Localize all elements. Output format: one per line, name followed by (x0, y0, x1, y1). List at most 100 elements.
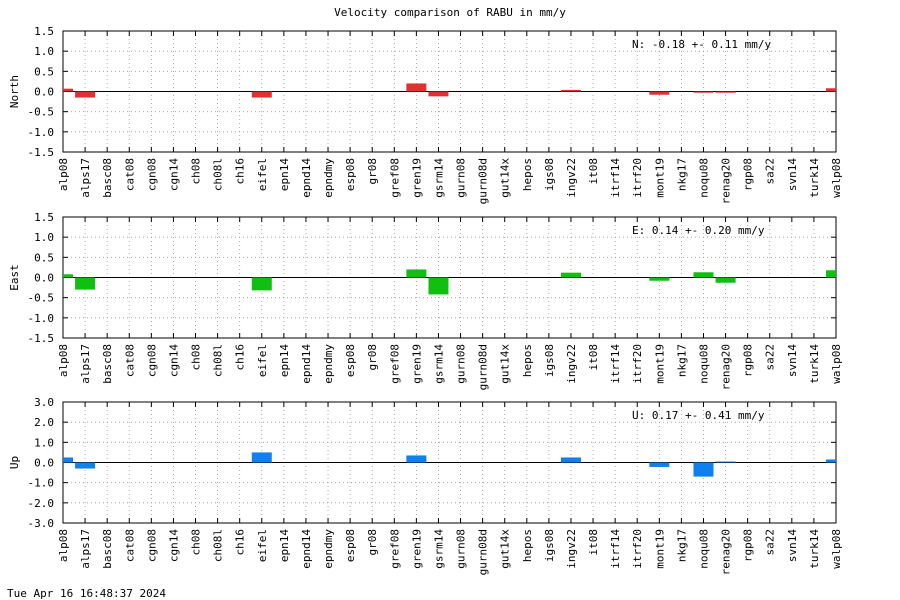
x-tick-label: ch16 (234, 529, 247, 556)
bar-noqu08 (693, 91, 714, 93)
x-tick-label: ingv22 (565, 529, 578, 569)
x-tick-label: gren19 (410, 344, 423, 384)
x-tick-label: alps17 (79, 529, 92, 569)
x-tick-label: ch08l (212, 158, 225, 191)
y-axis-label: East (8, 264, 21, 291)
x-tick-label: walp08 (830, 158, 843, 198)
bar-alp08 (63, 88, 73, 92)
x-tick-label: basc08 (101, 344, 114, 384)
x-tick-label: nkg17 (675, 158, 688, 191)
y-tick-label: -3.0 (28, 517, 55, 530)
x-tick-label: ch16 (234, 344, 247, 371)
x-tick-label: gurn08 (455, 529, 468, 569)
y-tick-label: -1.5 (28, 146, 55, 159)
y-axis-label: Up (8, 456, 21, 469)
x-tick-label: gut14x (499, 158, 512, 198)
chart-title: Velocity comparison of RABU in mm/y (334, 6, 566, 19)
stats-annotation: U: 0.17 +- 0.41 mm/y (632, 409, 765, 422)
bar-walp08 (826, 88, 836, 92)
x-tick-label: nkg17 (675, 529, 688, 562)
y-tick-label: 1.5 (34, 25, 54, 38)
x-tick-label: itrf20 (631, 158, 644, 198)
x-tick-label: itrf20 (631, 344, 644, 384)
x-tick-label: renag20 (720, 529, 733, 575)
x-tick-label: eifel (256, 158, 269, 191)
x-tick-label: it08 (587, 158, 600, 185)
x-tick-label: rgp08 (742, 158, 755, 191)
x-tick-label: gref08 (388, 529, 401, 569)
x-tick-label: svn14 (786, 158, 799, 191)
x-tick-label: mont19 (653, 344, 666, 384)
x-tick-label: mont19 (653, 529, 666, 569)
x-tick-label: alp08 (57, 529, 70, 562)
y-tick-label: 1.0 (34, 45, 54, 58)
bar-ingv22 (560, 457, 581, 463)
timestamp: Tue Apr 16 16:48:37 2024 (7, 587, 166, 600)
bar-alp08 (63, 457, 73, 463)
x-tick-label: gren19 (410, 529, 423, 569)
y-tick-label: -0.5 (28, 292, 55, 305)
y-tick-label: -2.0 (28, 497, 55, 510)
x-tick-label: rgp08 (742, 529, 755, 562)
x-tick-label: epndmy (322, 529, 335, 569)
x-tick-label: gren19 (410, 158, 423, 198)
x-tick-label: gsrm14 (432, 529, 445, 569)
bar-renag20 (715, 91, 736, 93)
x-tick-label: cgn08 (145, 529, 158, 562)
x-tick-label: cgn08 (145, 344, 158, 377)
x-tick-label: alps17 (79, 344, 92, 384)
bar-gren19 (406, 455, 427, 463)
x-tick-label: epn14 (278, 158, 291, 191)
x-tick-label: ch08 (190, 529, 203, 556)
bar-gren19 (406, 83, 427, 92)
x-tick-label: esp08 (344, 158, 357, 191)
stats-annotation: N: -0.18 +- 0.11 mm/y (632, 38, 771, 51)
x-tick-label: ingv22 (565, 344, 578, 384)
x-tick-label: epnd14 (300, 529, 313, 569)
bar-gren19 (406, 269, 427, 278)
y-tick-label: -1.0 (28, 312, 55, 325)
x-tick-label: esp08 (344, 529, 357, 562)
y-tick-label: 1.0 (34, 436, 54, 449)
x-tick-label: cgn08 (145, 158, 158, 191)
x-tick-label: gr08 (366, 158, 379, 185)
x-tick-label: walp08 (830, 529, 843, 569)
bar-gsrm14 (428, 91, 449, 97)
bar-alp08 (63, 274, 73, 278)
x-tick-label: hepos (521, 344, 534, 377)
bar-alps17 (75, 277, 96, 290)
bar-renag20 (715, 277, 736, 283)
y-tick-label: 0.0 (34, 457, 54, 470)
x-tick-label: cgn14 (167, 529, 180, 562)
x-tick-label: ch08l (212, 529, 225, 562)
x-tick-label: mont19 (653, 158, 666, 198)
x-tick-label: gut14x (499, 344, 512, 384)
bar-walp08 (826, 270, 836, 278)
x-tick-label: it08 (587, 344, 600, 371)
y-tick-label: -0.5 (28, 106, 55, 119)
x-tick-label: gr08 (366, 529, 379, 556)
x-tick-label: svn14 (786, 344, 799, 377)
x-tick-label: cat08 (123, 344, 136, 377)
x-tick-label: gurn08d (477, 344, 490, 390)
x-tick-label: itrf14 (609, 158, 622, 198)
x-tick-label: rgp08 (742, 344, 755, 377)
x-tick-label: itrf14 (609, 344, 622, 384)
x-tick-label: gsrm14 (432, 344, 445, 384)
x-tick-label: sa22 (764, 529, 777, 556)
x-tick-label: cat08 (123, 158, 136, 191)
x-tick-label: gr08 (366, 344, 379, 371)
bar-walp08 (826, 459, 836, 463)
bar-eifel (251, 277, 272, 291)
y-tick-label: 0.5 (34, 65, 54, 78)
bar-mont19 (649, 277, 670, 281)
bar-mont19 (649, 462, 670, 467)
bar-mont19 (649, 91, 670, 95)
bar-ingv22 (560, 272, 581, 278)
bar-alps17 (75, 91, 96, 98)
y-tick-label: -1.0 (28, 126, 55, 139)
x-tick-label: gurn08 (455, 344, 468, 384)
bar-alps17 (75, 462, 96, 469)
x-tick-label: esp08 (344, 344, 357, 377)
